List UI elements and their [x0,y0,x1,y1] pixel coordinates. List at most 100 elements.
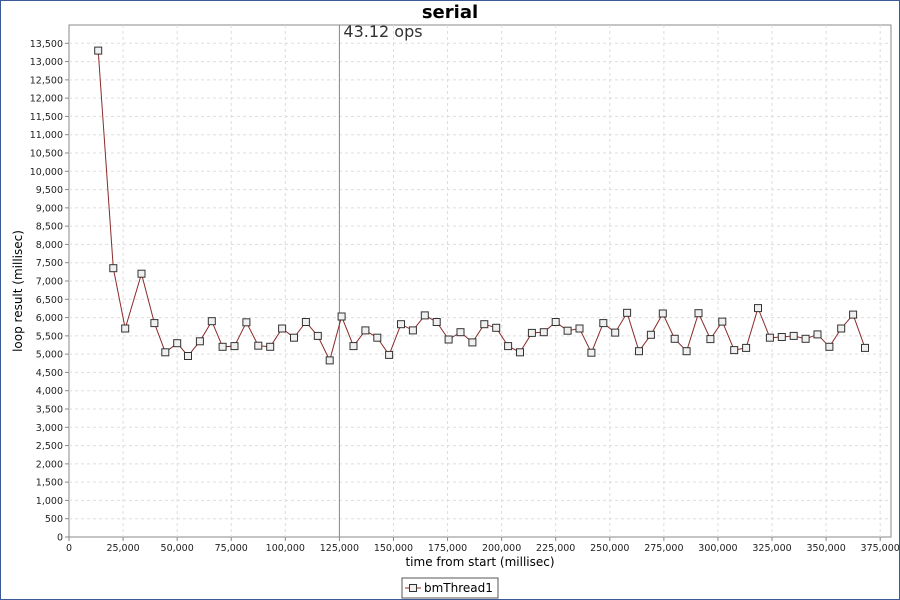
data-point [432,318,441,326]
data-point [361,326,370,335]
data-point [635,347,643,356]
data-point [290,333,298,342]
y-tick-label: 5,500 [36,331,63,342]
x-tick-label: 275,000 [644,543,683,554]
y-tick-label: 9,500 [36,185,63,196]
x-tick-label: 100,000 [266,543,305,554]
data-point [837,324,846,333]
data-point [230,342,239,351]
data-point [730,346,739,355]
legend-label: bmThread1 [424,581,493,595]
data-point [385,350,394,359]
y-tick-label: 500 [45,514,63,525]
y-axis-ticks: 0 500 1,000 1,500 2,000 2,500 3,000 3,500 4,000 4… [30,39,69,544]
x-tick-label: 225,000 [536,543,575,554]
y-tick-label: 4,500 [36,368,63,379]
y-tick-label: 4,000 [36,386,63,397]
data-point [468,338,477,347]
data-point [325,356,334,365]
y-tick-label: 6,000 [36,313,63,324]
data-point [777,333,786,341]
data-point [825,342,834,351]
data-point [599,319,608,328]
data-point [718,317,727,326]
x-tick-label: 50,000 [161,543,194,554]
y-tick-label: 11,000 [30,130,63,141]
y-axis-label: loop result (millisec) [11,230,25,352]
y-tick-label: 1,500 [36,478,63,489]
data-point [254,341,263,350]
data-point [161,348,170,357]
data-point [173,339,182,348]
x-tick-label: 175,000 [428,543,467,554]
x-tick-label: 0 [66,543,72,554]
y-tick-label: 0 [57,533,63,544]
data-point [813,330,822,339]
data-point [801,334,810,343]
data-point [754,304,762,313]
x-tick-label: 150,000 [374,543,413,554]
data-point [492,323,501,332]
y-tick-label: 2,000 [36,459,63,470]
data-point [218,342,227,351]
y-tick-label: 12,000 [30,94,63,105]
data-point [670,334,679,343]
data-point [623,308,632,317]
data-point [301,318,310,326]
data-point [313,331,322,340]
y-tick-label: 10,000 [30,167,63,178]
y-tick-label: 10,500 [30,149,63,160]
y-tick-label: 8,000 [36,240,63,251]
data-point [765,333,774,342]
data-point [397,320,405,329]
data-point [266,342,275,351]
chart-title: serial [422,2,478,23]
data-point [150,319,159,328]
data-point [195,337,204,346]
y-tick-label: 7,000 [36,277,63,288]
data-point [694,309,703,318]
data-point [137,269,146,278]
legend-box [401,577,499,599]
y-tick-label: 13,000 [30,57,63,68]
x-tick-label: 375,000 [861,543,900,554]
data-point [420,311,429,320]
data-point [611,328,620,337]
y-tick-label: 7,500 [36,258,63,269]
x-tick-label: 75,000 [215,543,248,554]
data-point [658,309,667,318]
data-point [706,335,715,344]
y-tick-label: 6,500 [36,295,63,306]
legend: bmThread1 [401,577,499,599]
data-point [278,324,287,333]
data-point [349,342,358,351]
data-point [789,331,798,340]
data-point [242,318,251,327]
y-tick-label: 3,500 [36,405,63,416]
y-tick-label: 5,000 [36,350,63,361]
data-point [480,320,489,329]
x-tick-label: 300,000 [698,543,737,554]
data-point [408,326,417,335]
data-point [516,348,524,357]
data-point [337,312,346,321]
x-tick-label: 250,000 [590,543,629,554]
data-point [575,324,584,333]
data-point [682,347,691,356]
data-point [646,330,655,339]
data-point [587,348,596,357]
y-tick-label: 1,000 [36,496,63,507]
x-tick-label: 350,000 [806,543,845,554]
data-point [184,352,192,360]
data-point [849,310,858,319]
data-point [109,264,118,273]
legend-marker-icon [409,584,417,592]
x-tick-label: 325,000 [752,543,791,554]
data-point [563,326,572,335]
x-tick-label: 125,000 [320,543,359,554]
x-axis-ticks: 0 25,000 50,000 75,000 100,000 125,000 150,000… [66,537,900,554]
data-point [373,333,382,342]
x-axis-label: time from start (millisec) [405,555,554,569]
data-point [121,324,130,333]
